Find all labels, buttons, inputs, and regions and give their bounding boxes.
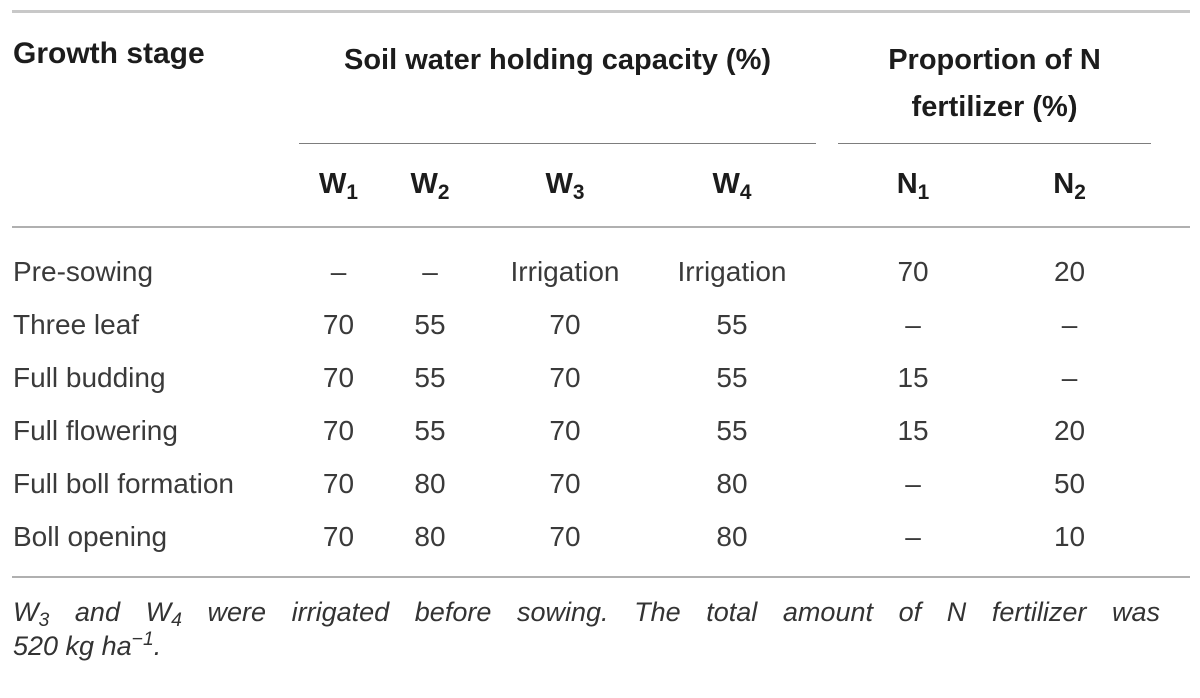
table-row: Pre-sowing – – Irrigation Irrigation 70 …	[12, 227, 1190, 298]
table-row: Full boll formation 70 80 70 80 – 50	[12, 457, 1190, 510]
cell-w3: 70	[549, 467, 581, 499]
column-gap	[816, 404, 838, 457]
cell-w1: 70	[322, 361, 355, 393]
cell-w1: 70	[322, 414, 355, 446]
column-header-growth-stage: Growth stage	[13, 37, 205, 70]
table-row: Full flowering 70 55 70 55 15 20	[12, 404, 1190, 457]
group-header-soil-water-capacity: Soil water holding capacity (%)	[299, 13, 817, 144]
column-gap	[816, 298, 838, 351]
row-stage-label: Three leaf	[13, 308, 140, 340]
group-header-row: Growth stage Soil water holding capacity…	[12, 13, 1190, 144]
row-stage-label: Full boll formation	[13, 467, 234, 499]
cell-w4: 80	[716, 467, 748, 499]
cell-w4: 55	[716, 414, 748, 446]
table-row: Boll opening 70 80 70 80 – 10	[12, 510, 1190, 563]
cell-n1: –	[905, 520, 921, 552]
group-header-n-fertilizer: Proportion of N fertilizer (%)	[838, 13, 1152, 144]
footnote-line-2: 520 kg ha−1.	[13, 628, 162, 661]
cell-w4: 80	[716, 520, 748, 552]
cell-w3: 70	[549, 414, 581, 446]
table-row: Full budding 70 55 70 55 15 –	[12, 351, 1190, 404]
table-body: Pre-sowing – – Irrigation Irrigation 70 …	[12, 227, 1190, 563]
cell-n2: 20	[1053, 256, 1086, 287]
cell-w3: 70	[549, 520, 581, 552]
cell-w2: –	[422, 256, 438, 287]
column-header-w3: W3	[545, 168, 585, 205]
cell-n2: –	[1061, 361, 1078, 393]
cell-n1: –	[905, 308, 921, 340]
table-header: Growth stage Soil water holding capacity…	[12, 13, 1191, 227]
column-header-w2: W2	[410, 168, 450, 205]
column-gap	[816, 351, 838, 404]
column-gap	[1151, 510, 1190, 563]
cell-n2: 20	[1053, 414, 1086, 446]
column-gap	[1151, 351, 1190, 404]
cell-w2: 55	[414, 308, 446, 340]
row-stage-label: Full flowering	[13, 414, 178, 446]
row-stage-label: Full budding	[13, 361, 166, 393]
cell-n2: 50	[1053, 467, 1086, 499]
cell-w2: 80	[414, 467, 446, 499]
column-gap	[1151, 13, 1190, 227]
cell-w2: 55	[414, 361, 446, 393]
table-footnote: W3 and W4 were irrigated before sowing. …	[13, 595, 1160, 663]
column-gap	[816, 510, 838, 563]
row-stage-label: Pre-sowing	[13, 256, 154, 287]
row-stage-label: Boll opening	[13, 520, 168, 552]
cell-n1: –	[905, 467, 921, 499]
cell-n1: 15	[897, 414, 929, 446]
cell-n1: 70	[897, 256, 929, 287]
column-header-n1: N1	[896, 168, 930, 205]
column-gap	[816, 227, 838, 298]
table-top-rule	[12, 10, 1190, 13]
sub-header-row: W1 W2 W3 W4 N1 N2	[12, 143, 1190, 227]
column-gap	[1151, 298, 1190, 351]
footnote-line-1: W3 and W4 were irrigated before sowing. …	[13, 597, 1160, 632]
cell-n1: 15	[897, 361, 929, 393]
cell-w2: 55	[414, 414, 446, 446]
treatment-table: Growth stage Soil water holding capacity…	[12, 13, 1191, 563]
table-bottom-rule	[12, 576, 1190, 578]
column-gap	[1151, 457, 1190, 510]
cell-w2: 80	[414, 520, 446, 552]
column-gap	[1151, 227, 1190, 298]
cell-w1: 70	[322, 308, 355, 340]
column-gap	[816, 457, 838, 510]
cell-w4: Irrigation	[677, 256, 787, 287]
column-gap	[1151, 404, 1190, 457]
table-figure: Growth stage Soil water holding capacity…	[0, 10, 1200, 698]
cell-w3: 70	[549, 361, 581, 393]
cell-w1: 70	[322, 520, 355, 552]
cell-w1: –	[330, 256, 347, 287]
cell-w1: 70	[322, 467, 355, 499]
cell-w4: 55	[716, 361, 748, 393]
column-header-n2: N2	[1053, 168, 1086, 205]
cell-n2: –	[1061, 308, 1078, 340]
cell-w3: 70	[549, 308, 581, 340]
column-gap	[816, 13, 838, 227]
column-header-w4: W4	[712, 168, 752, 205]
cell-n2: 10	[1053, 520, 1086, 552]
table-row: Three leaf 70 55 70 55 – –	[12, 298, 1190, 351]
column-header-w1: W1	[319, 168, 358, 205]
cell-w3: Irrigation	[510, 256, 620, 287]
cell-w4: 55	[716, 308, 748, 340]
